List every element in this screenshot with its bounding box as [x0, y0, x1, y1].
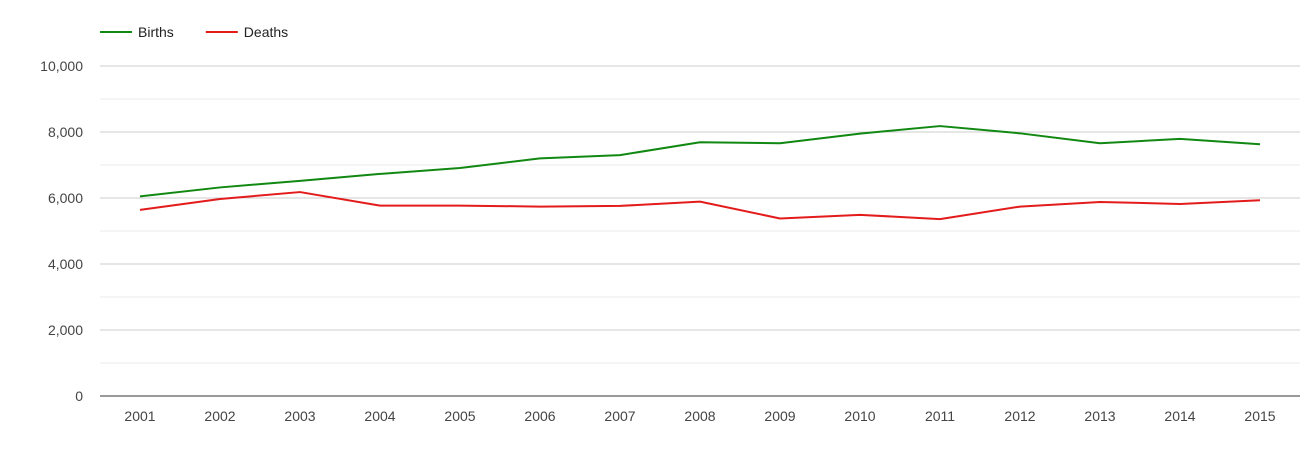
x-tick-label: 2010	[844, 408, 875, 424]
x-tick-label: 2015	[1244, 408, 1275, 424]
births-series-line	[139, 125, 1261, 198]
x-tick-label: 2011	[925, 408, 955, 424]
x-tick-label: 2013	[1084, 408, 1115, 424]
y-tick-label: 4,000	[48, 256, 83, 272]
y-tick-label: 0	[75, 388, 83, 404]
x-tick-label: 2009	[764, 408, 795, 424]
y-tick-label: 6,000	[48, 190, 83, 206]
y-tick-label: 8,000	[48, 124, 83, 140]
series-lines	[139, 125, 1261, 221]
x-tick-label: 2014	[1164, 408, 1195, 424]
births-legend-label: Births	[138, 24, 174, 40]
x-tick-label: 2008	[684, 408, 715, 424]
y-tick-label: 2,000	[48, 322, 83, 338]
axes: 0 2,000 4,000 6,000 8,000 10,000 2001 2002 2003 2…	[40, 58, 1300, 424]
x-tick-label: 2004	[364, 408, 395, 424]
deaths-legend-label: Deaths	[244, 24, 288, 40]
x-tick-label: 2002	[204, 408, 235, 424]
x-tick-label: 2007	[604, 408, 635, 424]
x-tick-label: 2012	[1004, 408, 1035, 424]
x-tick-label: 2006	[524, 408, 555, 424]
legend: Births Deaths	[100, 24, 288, 40]
x-tick-label: 2001	[124, 408, 155, 424]
grid-lines	[100, 65, 1300, 364]
y-tick-label: 10,000	[40, 58, 83, 74]
deaths-series-line	[139, 191, 1261, 221]
x-tick-label: 2003	[284, 408, 315, 424]
x-tick-label: 2005	[444, 408, 475, 424]
